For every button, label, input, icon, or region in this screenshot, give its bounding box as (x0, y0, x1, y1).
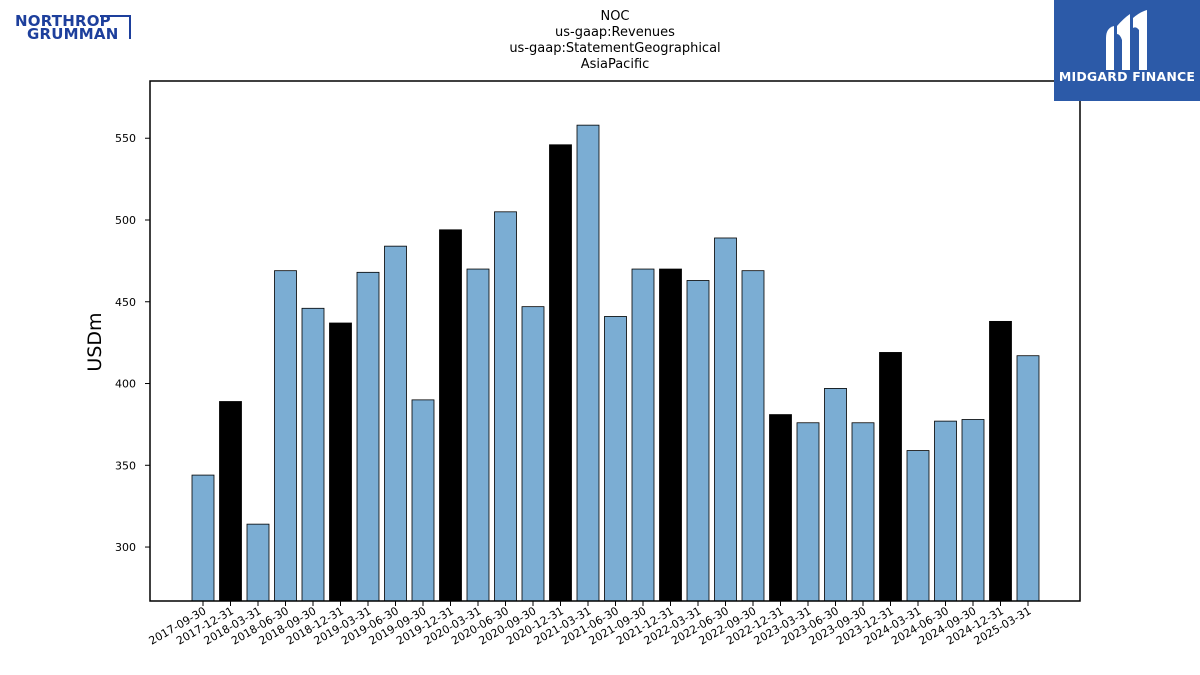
bar (576, 124, 600, 602)
bar (329, 322, 352, 602)
chart-title: NOCus-gaap:Revenuesus-gaap:StatementGeog… (509, 9, 720, 72)
y-tick-label: 400 (115, 378, 136, 391)
brand-name: MIDGARD FINANCE (1058, 69, 1196, 84)
y-tick-label: 300 (115, 541, 136, 554)
y-axis: 300 350 400 450 500 550 (115, 132, 150, 554)
bar (714, 237, 737, 602)
title-line: us-gaap:StatementGeographical (509, 41, 720, 56)
logo-bracket-side (129, 15, 131, 39)
y-axis-label: USDm (84, 312, 106, 371)
bar (741, 270, 765, 602)
logo-line-1: NORTHROP (15, 12, 111, 30)
x-axis: 2017-09-302017-12-312018-03-312018-06-30… (147, 601, 1034, 648)
midgard-logo-icon (1054, 0, 1200, 101)
y-tick-label: 550 (115, 132, 136, 145)
logo-line-2: GRUMMAN (27, 25, 119, 43)
bar (521, 306, 545, 602)
y-tick-label: 450 (115, 296, 136, 309)
bar (686, 280, 710, 602)
bar (769, 414, 792, 602)
northrop-grumman-logo: NORTHROP GRUMMAN (14, 14, 134, 44)
bar (301, 307, 325, 602)
bar (274, 270, 297, 602)
bar (1016, 355, 1040, 602)
y-tick-label: 350 (115, 459, 136, 472)
bar (851, 422, 875, 602)
bar (466, 268, 490, 602)
bar (384, 245, 407, 602)
bar (356, 271, 380, 602)
bar (439, 229, 462, 602)
bar (906, 450, 930, 602)
title-line: NOC (600, 9, 629, 24)
bar (989, 320, 1012, 602)
bar (246, 523, 270, 602)
bar (961, 419, 985, 602)
bar (549, 144, 572, 602)
bar (631, 268, 655, 602)
bar (191, 474, 215, 602)
bar (796, 422, 820, 602)
bar (824, 388, 847, 602)
y-tick-label: 500 (115, 214, 136, 227)
midgard-finance-badge: MIDGARD FINANCE (1054, 0, 1200, 101)
title-line: us-gaap:Revenues (555, 25, 675, 40)
bar (879, 352, 902, 602)
bar (934, 420, 957, 602)
title-line: AsiaPacific (581, 57, 650, 72)
bars (191, 124, 1040, 602)
bar (411, 399, 435, 602)
logo-bracket-top (100, 15, 131, 17)
bar (659, 268, 682, 602)
bar (604, 316, 627, 602)
bar (494, 211, 517, 602)
bar (219, 401, 242, 602)
